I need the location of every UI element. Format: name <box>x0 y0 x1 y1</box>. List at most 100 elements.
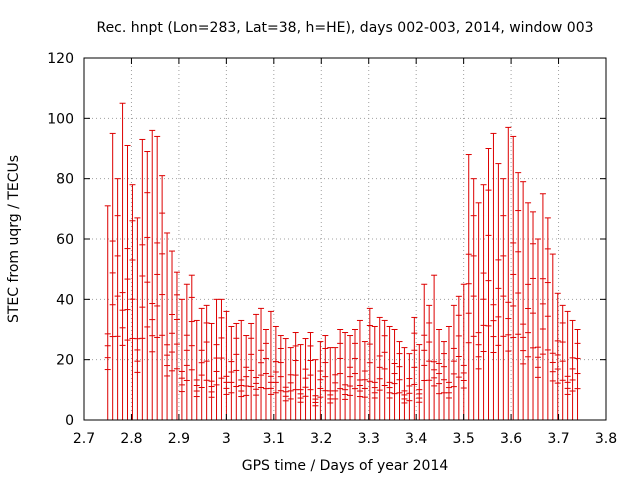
error-bar <box>406 353 413 420</box>
error-bar <box>267 310 274 420</box>
error-bar <box>475 202 482 420</box>
error-bar <box>154 135 161 420</box>
error-bar <box>445 325 452 420</box>
error-bar <box>292 332 299 420</box>
error-bar <box>534 238 541 420</box>
error-bar <box>164 232 171 420</box>
x-tick-label: 3 <box>222 431 231 447</box>
error-bar <box>193 319 200 420</box>
error-bar <box>490 132 497 420</box>
error-bar <box>238 319 245 420</box>
error-bar <box>327 347 334 420</box>
error-bar <box>386 325 393 420</box>
x-tick-label: 2.9 <box>168 431 190 447</box>
error-bar <box>371 325 378 420</box>
error-bar <box>515 172 522 420</box>
error-bar <box>564 310 571 420</box>
y-axis-title: STEC from uqrg / TECUs <box>6 155 22 323</box>
error-bar <box>243 335 250 420</box>
y-tick-label: 60 <box>56 232 74 248</box>
error-bar <box>233 322 240 420</box>
error-bar <box>332 347 339 420</box>
error-bar <box>228 325 235 420</box>
error-bar <box>366 307 373 420</box>
error-bar <box>376 316 383 420</box>
error-bar <box>441 341 448 420</box>
error-bar <box>312 359 319 420</box>
error-bar <box>549 253 556 420</box>
error-bar <box>337 329 344 420</box>
error-bar <box>530 211 537 420</box>
error-bar <box>149 129 156 420</box>
error-bar <box>574 329 581 420</box>
error-bar <box>465 154 472 420</box>
error-bar <box>480 184 487 420</box>
error-bar <box>455 295 462 420</box>
error-bar <box>203 304 210 420</box>
error-bar <box>223 310 230 420</box>
error-bar <box>248 322 255 420</box>
x-tick-label: 3.7 <box>547 431 569 447</box>
error-bar <box>144 151 151 420</box>
error-bar <box>396 341 403 420</box>
error-bar <box>119 102 126 420</box>
error-bar <box>342 332 349 420</box>
error-bar <box>559 304 566 420</box>
error-bar <box>109 132 116 420</box>
y-tick-label: 100 <box>47 111 74 127</box>
error-bar <box>520 181 527 420</box>
axis-ticks <box>83 57 607 421</box>
error-bar <box>500 178 507 420</box>
error-bar <box>421 283 428 420</box>
error-bar <box>426 304 433 420</box>
y-tick-label: 120 <box>47 51 74 67</box>
error-bar <box>401 347 408 420</box>
error-bar <box>322 335 329 420</box>
x-tick-label: 3.6 <box>500 431 522 447</box>
x-tick-label: 2.8 <box>120 431 142 447</box>
error-bar <box>218 298 225 420</box>
error-bar <box>569 319 576 420</box>
error-bar <box>139 138 146 420</box>
error-bar <box>287 347 294 420</box>
error-bar <box>114 178 121 420</box>
error-bar <box>411 316 418 420</box>
error-bar <box>470 178 477 420</box>
error-bar <box>544 217 551 420</box>
error-bar <box>525 202 532 420</box>
error-bar <box>450 304 457 420</box>
x-tick-label: 3.8 <box>595 431 617 447</box>
error-bar <box>391 329 398 420</box>
tick-labels: 2.7 2.8 2.9 3 3.1 3.2 3.3 3.4 3.5 3.6 3.7 3.8 0 20 40 6… <box>47 51 617 447</box>
error-bar <box>277 335 284 420</box>
error-bar <box>460 283 467 420</box>
error-bar <box>361 341 368 420</box>
y-tick-label: 80 <box>56 172 74 188</box>
y-tick-label: 0 <box>65 413 74 429</box>
error-bar <box>416 344 423 420</box>
error-bar <box>307 332 314 420</box>
error-bar <box>510 135 517 420</box>
error-bar <box>159 175 166 420</box>
error-bar <box>104 205 111 420</box>
error-bar <box>505 126 512 420</box>
y-tick-label: 40 <box>56 292 74 308</box>
error-bar <box>134 217 141 420</box>
chart-title: Rec. hnpt (Lon=283, Lat=38, h=HE), days … <box>96 20 593 36</box>
error-bar <box>169 250 176 420</box>
x-tick-label: 3.1 <box>263 431 285 447</box>
error-bar <box>183 283 190 420</box>
x-axis-title: GPS time / Days of year 2014 <box>242 458 449 474</box>
error-bar <box>554 292 561 420</box>
error-bar <box>351 329 358 420</box>
error-bar <box>258 307 265 420</box>
error-bar <box>436 329 443 420</box>
error-bar <box>129 184 136 420</box>
grid-lines <box>84 58 606 420</box>
error-bar <box>188 274 195 420</box>
error-bar <box>431 274 438 420</box>
error-bar <box>347 335 354 420</box>
error-bar <box>178 298 185 420</box>
y-tick-label: 20 <box>56 353 74 369</box>
error-bar <box>485 148 492 420</box>
